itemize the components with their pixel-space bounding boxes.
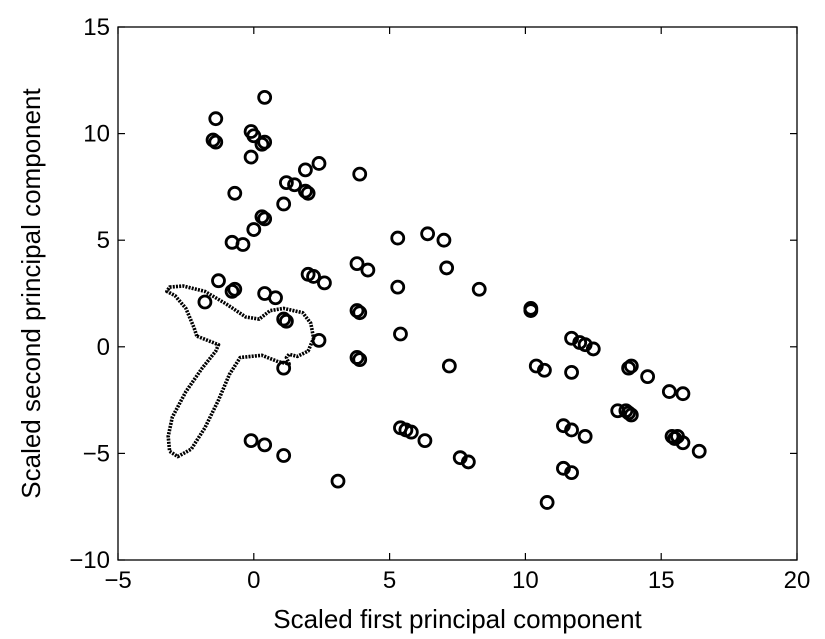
x-tick-label: 5	[383, 567, 396, 594]
y-tick-label: 5	[97, 227, 110, 254]
data-point	[460, 454, 476, 470]
data-points	[197, 89, 707, 510]
y-tick-label: 15	[83, 14, 110, 41]
data-point	[306, 269, 321, 284]
data-point	[330, 473, 346, 489]
data-point	[227, 185, 243, 201]
x-tick-label: −5	[104, 567, 131, 594]
data-point	[208, 111, 224, 127]
data-point	[211, 273, 226, 289]
data-point	[390, 230, 406, 246]
y-tick-label: −5	[83, 440, 110, 467]
data-point	[564, 465, 579, 480]
data-point	[675, 386, 691, 402]
x-tick-label: 20	[784, 567, 811, 594]
x-tick-label: 0	[247, 567, 260, 594]
data-point	[403, 424, 419, 440]
data-point	[585, 341, 601, 357]
plot-frame	[117, 26, 798, 561]
data-point	[224, 283, 240, 299]
data-point	[439, 260, 455, 276]
data-point	[393, 326, 408, 342]
data-point	[352, 166, 368, 182]
data-point	[300, 185, 316, 201]
data-point	[661, 384, 677, 399]
data-point	[268, 290, 283, 306]
y-tick-label: −10	[69, 547, 110, 574]
data-point	[257, 89, 273, 105]
data-point	[417, 433, 433, 449]
data-point	[539, 495, 555, 510]
data-point	[257, 437, 273, 453]
data-point	[441, 358, 457, 374]
data-point	[278, 313, 294, 329]
data-point	[287, 177, 302, 193]
data-point	[276, 196, 292, 212]
y-axis-label: Scaled second principal component	[16, 87, 46, 498]
data-point	[197, 294, 213, 310]
data-point	[349, 256, 365, 272]
data-point	[523, 303, 539, 318]
data-point	[436, 232, 452, 248]
data-point	[317, 275, 332, 291]
data-point	[390, 279, 406, 295]
data-point	[311, 156, 327, 171]
data-point	[311, 333, 327, 348]
data-point	[667, 431, 683, 446]
x-axis-label: Scaled first principal component	[273, 604, 642, 634]
data-point	[471, 281, 487, 297]
data-point	[621, 360, 637, 376]
data-point	[246, 128, 262, 144]
y-tick-label: 10	[83, 121, 110, 148]
data-point	[208, 134, 224, 150]
data-point	[352, 305, 368, 321]
data-point	[276, 360, 292, 376]
y-tick-label: 0	[97, 334, 110, 361]
axes-box	[117, 26, 798, 561]
data-point	[352, 352, 368, 367]
data-point	[640, 369, 656, 385]
data-point	[243, 433, 259, 449]
data-point	[235, 237, 251, 252]
data-point	[420, 226, 436, 242]
data-point	[243, 149, 259, 165]
data-point	[278, 175, 294, 191]
y-axis: −10 −5 0 5 10 15	[69, 14, 797, 574]
data-point	[564, 422, 579, 438]
data-point	[577, 428, 593, 444]
data-point	[537, 362, 552, 378]
x-tick-label: 15	[648, 567, 675, 594]
data-point	[691, 443, 707, 459]
x-axis: −5 0 5 10 15 20	[104, 27, 810, 594]
x-tick-label: 10	[512, 567, 539, 594]
data-point	[564, 364, 579, 380]
data-point	[618, 403, 634, 419]
data-point	[246, 222, 262, 237]
data-point	[360, 262, 376, 278]
data-point	[298, 162, 313, 178]
data-point	[257, 211, 273, 227]
decision-boundary-curve	[165, 284, 316, 459]
data-point	[254, 136, 270, 152]
boundary-curve	[165, 284, 316, 459]
data-point	[276, 448, 292, 463]
